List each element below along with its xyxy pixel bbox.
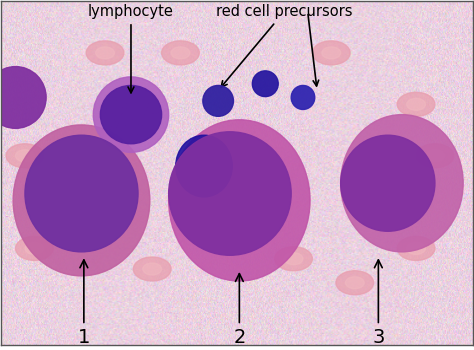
Ellipse shape [407,98,426,110]
Ellipse shape [397,92,435,116]
Ellipse shape [133,257,171,281]
Ellipse shape [162,41,199,65]
Ellipse shape [312,41,350,65]
Ellipse shape [341,135,435,231]
Ellipse shape [346,277,364,289]
Ellipse shape [143,263,162,275]
Text: 2: 2 [233,274,246,347]
Ellipse shape [416,144,454,168]
Ellipse shape [176,135,232,197]
Ellipse shape [275,247,312,271]
Ellipse shape [169,120,310,281]
Text: 3: 3 [372,260,384,347]
Text: red cell precursors: red cell precursors [216,4,352,87]
Ellipse shape [86,41,124,65]
Ellipse shape [171,47,190,59]
Text: lymphocyte: lymphocyte [88,4,174,93]
Ellipse shape [96,47,115,59]
Ellipse shape [16,236,53,260]
Ellipse shape [25,135,138,252]
Ellipse shape [13,125,150,276]
Ellipse shape [426,150,444,162]
Ellipse shape [6,144,44,168]
Ellipse shape [169,132,291,255]
Ellipse shape [407,243,426,254]
Ellipse shape [252,71,278,97]
Ellipse shape [322,47,341,59]
Text: 1: 1 [78,260,90,347]
Ellipse shape [341,114,463,252]
Ellipse shape [100,85,162,144]
Ellipse shape [203,85,234,116]
Ellipse shape [93,77,169,152]
Ellipse shape [284,253,303,265]
Ellipse shape [291,85,315,110]
Ellipse shape [397,236,435,260]
Ellipse shape [16,150,35,162]
Ellipse shape [336,271,374,295]
Ellipse shape [0,66,46,128]
Ellipse shape [25,243,44,254]
